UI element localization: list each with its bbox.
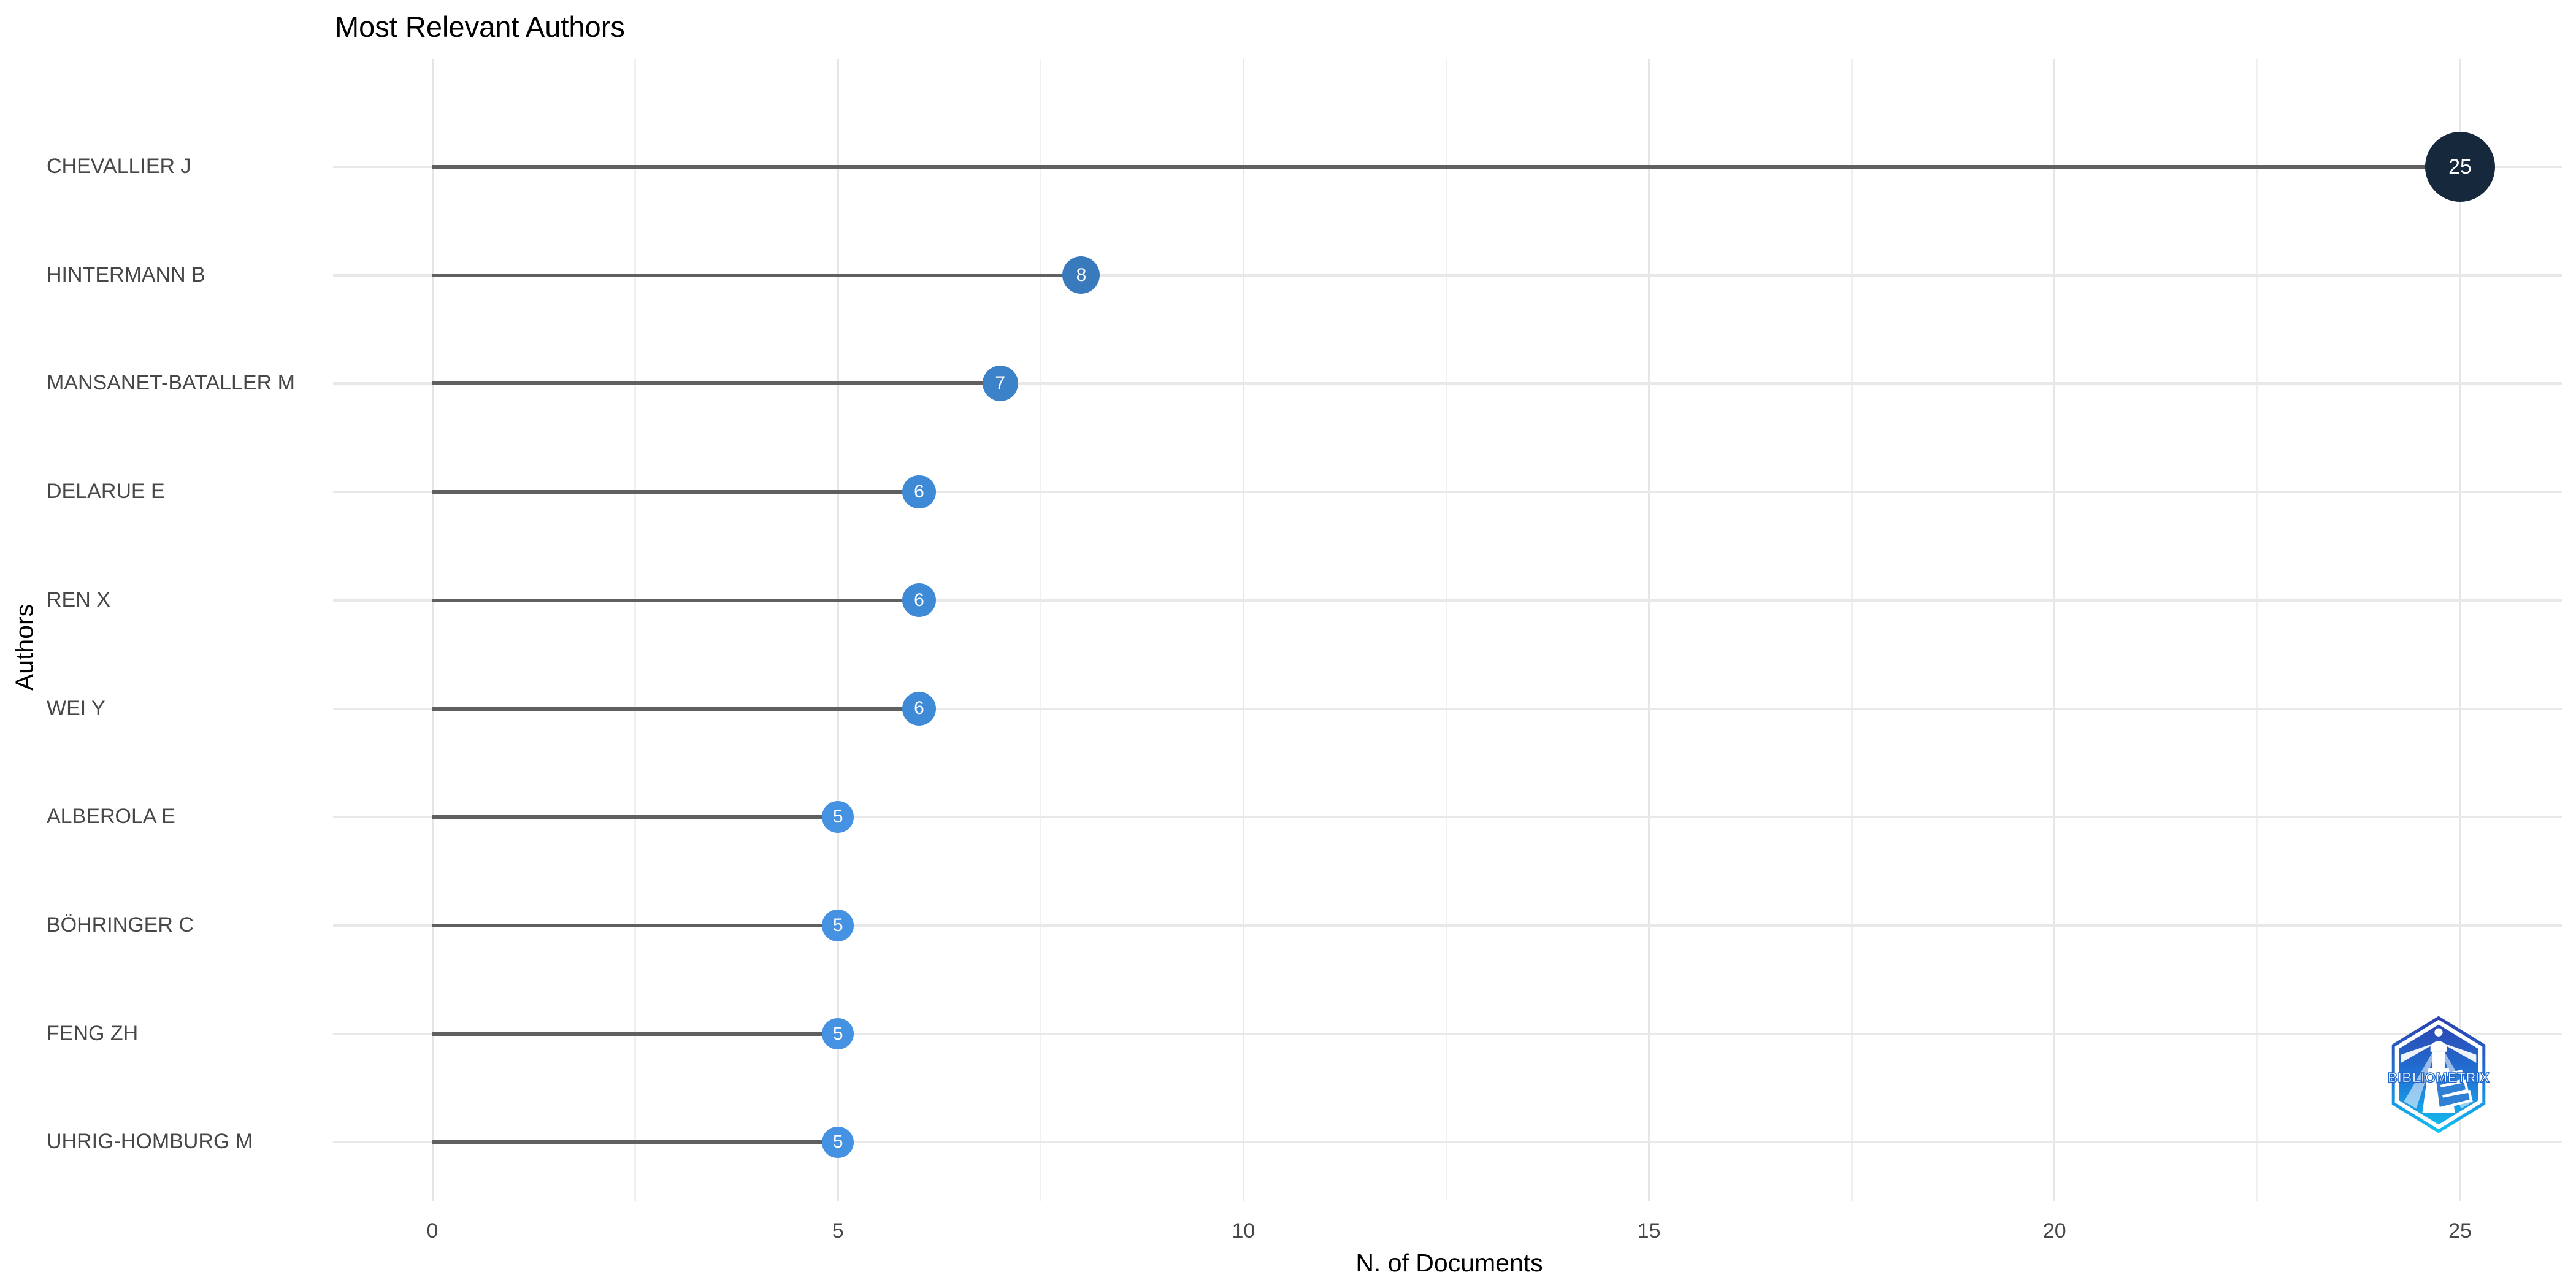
- lollipop-stem: [432, 273, 1081, 277]
- dot-value-label: 8: [1076, 264, 1087, 285]
- gridline-vertical-minor: [2256, 59, 2258, 1201]
- x-tick-label: 25: [2448, 1219, 2472, 1243]
- gridline-vertical-major: [1242, 59, 1244, 1201]
- lollipop-dot[interactable]: 5: [822, 910, 854, 941]
- lollipop-dot[interactable]: 6: [902, 475, 936, 509]
- lollipop-dot[interactable]: 8: [1062, 256, 1100, 294]
- y-axis-title: Authors: [10, 604, 39, 691]
- dot-value-label: 5: [832, 1132, 843, 1152]
- gridline-vertical-minor: [1445, 59, 1447, 1201]
- lollipop-dot[interactable]: 25: [2425, 132, 2495, 202]
- author-label: ALBEROLA E: [47, 805, 175, 829]
- lollipop-dot[interactable]: 5: [822, 1018, 854, 1050]
- gridline-vertical-major: [1648, 59, 1650, 1201]
- dot-value-label: 5: [832, 807, 843, 827]
- lollipop-dot[interactable]: 7: [982, 366, 1018, 402]
- bibliometrix-logo-icon: BIBLIOMETRIX: [2388, 1016, 2490, 1133]
- gridline-vertical-major: [2459, 59, 2461, 1201]
- lollipop-stem: [432, 490, 919, 494]
- gridline-row: [333, 491, 2562, 494]
- gridline-row: [333, 1032, 2562, 1035]
- gridline-row: [333, 274, 2562, 277]
- dot-value-label: 7: [995, 373, 1005, 394]
- lollipop-dot[interactable]: 6: [902, 583, 936, 618]
- x-tick-label: 15: [1637, 1219, 1661, 1243]
- dot-value-label: 5: [832, 1023, 843, 1044]
- author-label: MANSANET-BATALLER M: [47, 371, 295, 395]
- gridline-vertical-minor: [634, 59, 637, 1201]
- x-tick-label: 0: [426, 1219, 439, 1243]
- dot-value-label: 6: [914, 698, 924, 719]
- dot-value-label: 25: [2448, 155, 2472, 178]
- lollipop-dot[interactable]: 6: [902, 692, 936, 726]
- dot-value-label: 5: [832, 914, 843, 935]
- gridline-vertical-major: [2053, 59, 2056, 1201]
- x-axis-title: N. of Documents: [1355, 1249, 1543, 1277]
- gridline-row: [333, 924, 2562, 927]
- gridline-vertical-minor: [1850, 59, 1853, 1201]
- lollipop-stem: [432, 1032, 838, 1036]
- lollipop-stem: [432, 598, 919, 602]
- gridline-vertical-major: [837, 59, 839, 1201]
- gridline-vertical-major: [431, 59, 434, 1201]
- author-label: DELARUE E: [47, 480, 165, 504]
- gridline-row: [333, 599, 2562, 602]
- gridline-row: [333, 707, 2562, 710]
- author-label: HINTERMANN B: [47, 263, 205, 286]
- gridline-row: [333, 816, 2562, 819]
- author-label: UHRIG-HOMBURG M: [47, 1130, 253, 1154]
- lollipop-dot[interactable]: 5: [822, 801, 854, 833]
- chart-title: Most Relevant Authors: [335, 10, 625, 43]
- bibliometrix-logo-text: BIBLIOMETRIX: [2388, 1070, 2490, 1085]
- dot-value-label: 6: [914, 481, 924, 502]
- lollipop-stem: [432, 815, 838, 819]
- gridline-row: [333, 1141, 2562, 1144]
- x-tick-label: 5: [832, 1219, 844, 1243]
- x-tick-label: 10: [1232, 1219, 1255, 1243]
- author-label: REN X: [47, 588, 110, 611]
- gridline-row: [333, 382, 2562, 385]
- dot-value-label: 6: [914, 589, 924, 610]
- lollipop-stem: [432, 381, 1000, 386]
- lollipop-stem: [432, 707, 919, 711]
- lollipop-dot[interactable]: 5: [822, 1126, 854, 1159]
- x-tick-label: 20: [2042, 1219, 2066, 1243]
- author-label: BÖHRINGER C: [47, 913, 194, 937]
- author-label: FENG ZH: [47, 1021, 139, 1045]
- lollipop-stem: [432, 1140, 838, 1144]
- author-label: WEI Y: [47, 696, 105, 720]
- gridline-vertical-minor: [1040, 59, 1042, 1201]
- lollipop-stem: [432, 923, 838, 927]
- lollipop-stem: [432, 165, 2460, 169]
- author-label: CHEVALLIER J: [47, 155, 191, 178]
